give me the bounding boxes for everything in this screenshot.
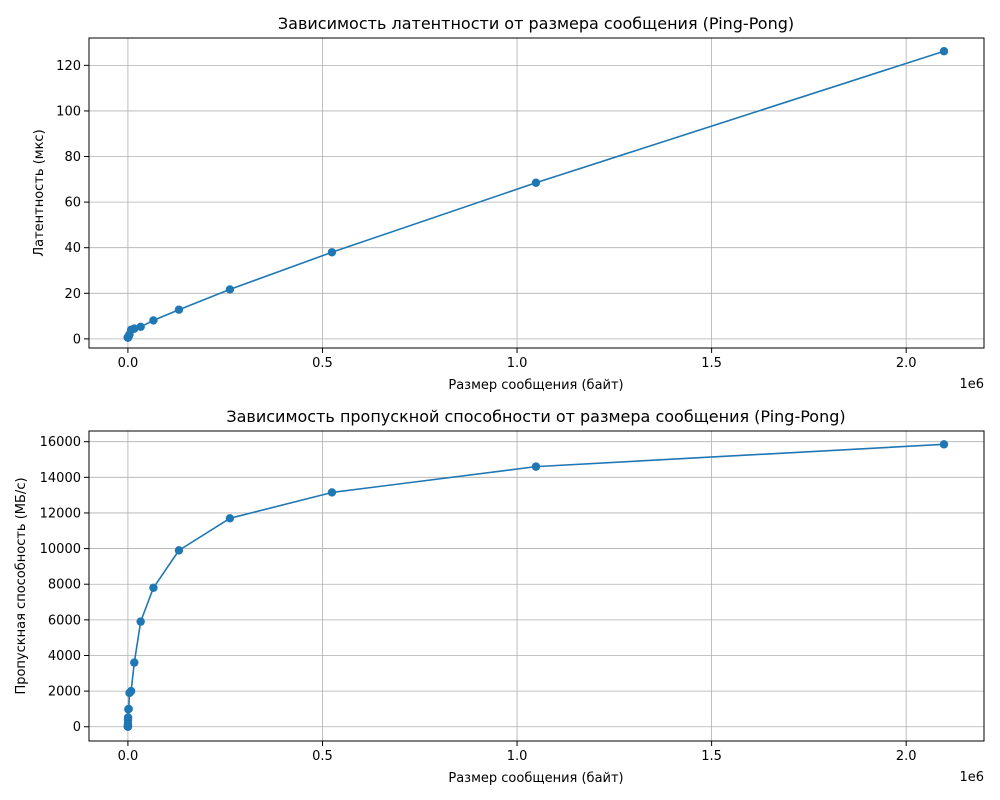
latency-data-point (136, 322, 145, 332)
throughput-x-tick-label: 0.5 (312, 749, 333, 764)
throughput-ticks: 0.0 0.5 1.0 1.5 2.0 0 2000 4000 6000 8000 10000 120… (40, 435, 917, 764)
latency-y-tick-label: 20 (64, 287, 81, 302)
throughput-y-tick-label: 0 (73, 720, 81, 735)
throughput-data-point (327, 488, 337, 497)
latency-chart-title: Зависимость латентности от размера сообщ… (278, 14, 794, 33)
latency-grid (89, 38, 984, 348)
throughput-plot: Зависимость пропускной способности от ра… (14, 407, 985, 786)
throughput-data-point (130, 658, 139, 667)
latency-x-axis-label: Размер сообщения (байт) (448, 378, 623, 393)
latency-y-tick-label: 40 (64, 241, 81, 256)
latency-data-point (531, 178, 541, 187)
latency-y-tick-label: 80 (64, 150, 81, 165)
throughput-data-point (174, 546, 184, 555)
latency-data-point (130, 324, 139, 333)
latency-x-tick-label: 1.0 (507, 356, 528, 371)
throughput-data-point (126, 686, 136, 696)
throughput-data-point (939, 440, 949, 449)
latency-y-tick-label: 120 (56, 59, 81, 74)
throughput-y-tick-label: 2000 (48, 685, 81, 700)
throughput-y-tick-label: 14000 (40, 471, 81, 486)
throughput-x-offset-text: 1e6 (959, 770, 984, 785)
latency-x-tick-label: 1.5 (701, 356, 722, 371)
throughput-x-tick-label: 1.5 (701, 749, 722, 764)
latency-data-point (225, 285, 235, 294)
latency-data-point (327, 248, 337, 257)
throughput-y-axis-label: Пропускная способность (МБ/с) (14, 477, 29, 694)
latency-y-tick-label: 100 (56, 104, 81, 119)
throughput-grid (89, 431, 984, 741)
throughput-y-tick-label: 12000 (40, 506, 81, 521)
latency-series (123, 47, 949, 342)
throughput-data-point (531, 462, 541, 471)
throughput-data-point (136, 617, 145, 626)
throughput-x-tick-label: 2.0 (896, 749, 917, 764)
throughput-y-tick-label: 10000 (40, 542, 81, 557)
latency-x-tick-label: 2.0 (896, 356, 917, 371)
latency-data-point (174, 305, 184, 314)
latency-x-tick-label: 0.5 (312, 356, 333, 371)
throughput-data-point (149, 583, 158, 592)
throughput-y-tick-label: 16000 (40, 435, 81, 450)
throughput-data-point (124, 704, 133, 714)
throughput-data-point (225, 514, 235, 523)
throughput-series (123, 440, 949, 731)
throughput-axes-frame (88, 430, 985, 742)
throughput-x-tick-label: 0.0 (118, 749, 139, 764)
latency-data-point (149, 316, 158, 325)
latency-axes-frame (88, 37, 985, 349)
latency-y-tick-label: 0 (73, 332, 81, 347)
throughput-y-tick-label: 4000 (48, 649, 81, 664)
throughput-y-tick-label: 8000 (48, 578, 81, 593)
latency-ticks: 0.0 0.5 1.0 1.5 2.0 0 20 40 60 80 100 120 (56, 59, 916, 371)
latency-data-point (939, 47, 949, 56)
throughput-data-point (123, 713, 133, 722)
throughput-x-axis-label: Размер сообщения (байт) (448, 771, 623, 786)
latency-y-tick-label: 60 (64, 196, 81, 211)
throughput-x-tick-label: 1.0 (507, 749, 528, 764)
latency-x-offset-text: 1e6 (959, 377, 984, 392)
latency-y-axis-label: Латентность (мкс) (32, 129, 47, 256)
throughput-chart-title: Зависимость пропускной способности от ра… (226, 407, 845, 426)
throughput-y-tick-label: 6000 (48, 613, 81, 628)
latency-plot: Зависимость латентности от размера сообщ… (32, 14, 985, 393)
latency-x-tick-label: 0.0 (118, 356, 139, 371)
